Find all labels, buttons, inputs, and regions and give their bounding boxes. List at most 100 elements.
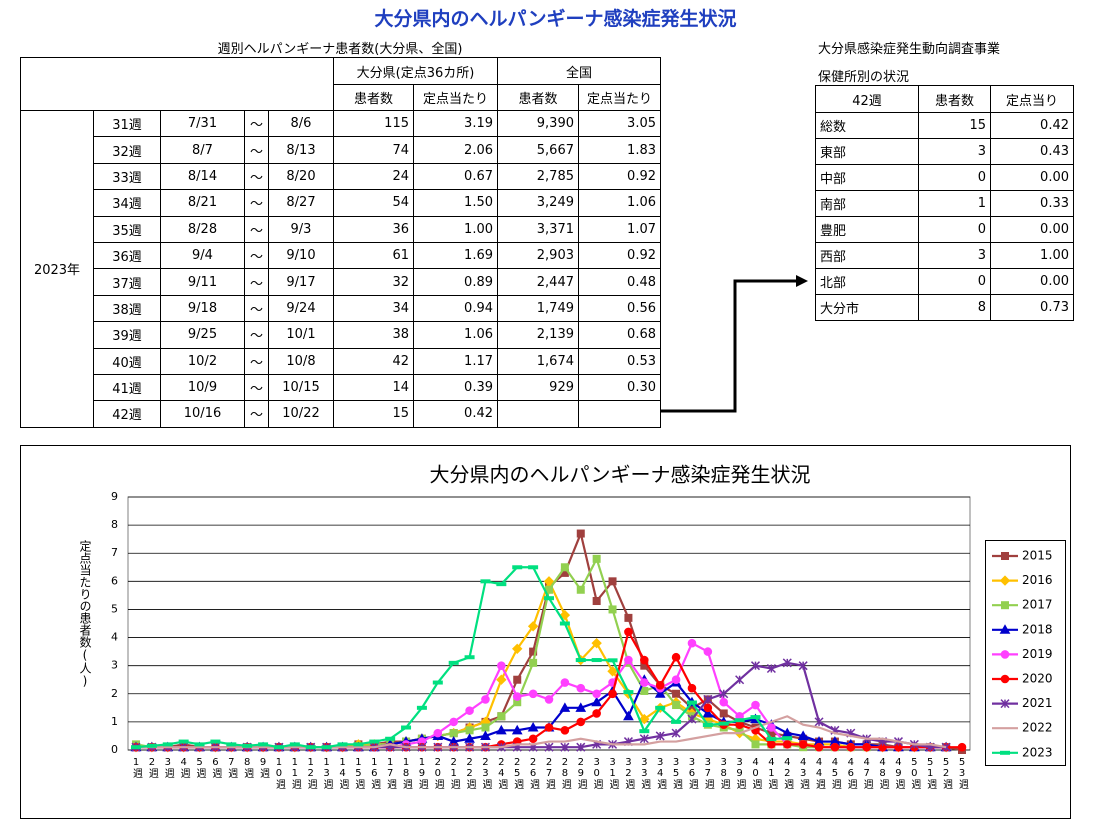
data-point bbox=[560, 563, 569, 572]
data-point bbox=[719, 689, 729, 699]
data-point bbox=[623, 690, 634, 695]
data-point bbox=[449, 729, 458, 738]
x-tick-label: 53週 bbox=[957, 757, 969, 789]
x-tick-label: 39週 bbox=[734, 757, 746, 789]
data-point bbox=[591, 696, 603, 707]
data-point bbox=[511, 724, 523, 735]
data-point bbox=[702, 722, 713, 727]
data-point bbox=[591, 658, 602, 663]
data-point bbox=[480, 579, 491, 584]
data-row: 39週 9/25 ～ 10/1 38 1.06 2,139 0.68 bbox=[21, 321, 661, 349]
data-row: 西部 3 1.00 bbox=[815, 242, 1074, 269]
legend-label: 2023 bbox=[1022, 745, 1053, 759]
data-point bbox=[639, 713, 650, 725]
data-point bbox=[481, 723, 490, 732]
x-tick-label: 6週 bbox=[210, 757, 222, 778]
legend-marker bbox=[1000, 750, 1010, 755]
data-point bbox=[576, 683, 586, 693]
header-row: 患者数 定点当たり 患者数 定点当たり bbox=[21, 84, 661, 111]
cell: 36 bbox=[333, 215, 414, 243]
cell: 0.00 bbox=[990, 216, 1074, 243]
data-point bbox=[703, 694, 713, 704]
data-point bbox=[640, 655, 649, 665]
data-point bbox=[289, 742, 300, 747]
data-point bbox=[512, 643, 523, 655]
cell: 0.56 bbox=[578, 294, 661, 323]
cell: 1.07 bbox=[578, 215, 661, 243]
chart-frame bbox=[20, 445, 1071, 819]
x-tick-label: 23週 bbox=[480, 757, 492, 789]
cell: 39週 bbox=[93, 321, 161, 349]
cell: 9/11 bbox=[160, 268, 245, 296]
y-tick-label: 4 bbox=[111, 631, 118, 644]
cell: 0.53 bbox=[578, 347, 661, 375]
legend-label: 2020 bbox=[1022, 672, 1053, 686]
data-point bbox=[751, 700, 760, 710]
cell: 3,371 bbox=[497, 215, 579, 243]
data-point bbox=[703, 703, 713, 713]
data-point bbox=[273, 745, 284, 750]
cell: 14 bbox=[333, 373, 414, 402]
data-point bbox=[767, 740, 776, 749]
data-point bbox=[401, 725, 412, 730]
district-caption: 大分県感染症発生動向調査事業 bbox=[818, 42, 1001, 57]
data-point bbox=[528, 565, 539, 570]
data-row: 37週 9/11 ～ 9/17 32 0.89 2,447 0.48 bbox=[21, 268, 661, 296]
x-tick-label: 28週 bbox=[559, 757, 571, 789]
data-point bbox=[608, 689, 617, 699]
cell: 8/28 bbox=[160, 215, 245, 243]
cell: 1.06 bbox=[578, 189, 661, 217]
x-tick-label: 44週 bbox=[814, 757, 826, 789]
data-point bbox=[703, 647, 713, 656]
data-point bbox=[671, 652, 681, 662]
x-tick-label: 8週 bbox=[242, 757, 254, 778]
cell: ～ bbox=[244, 189, 269, 217]
data-point bbox=[592, 554, 601, 563]
y-tick-label: 7 bbox=[111, 546, 118, 559]
cell: ～ bbox=[244, 400, 269, 428]
data-point bbox=[497, 712, 506, 721]
data-point bbox=[544, 723, 554, 732]
legend-label: 2022 bbox=[1022, 721, 1053, 735]
data-point bbox=[862, 742, 871, 752]
cell: 9/10 bbox=[268, 241, 334, 270]
cell: 34 bbox=[333, 294, 414, 323]
data-point bbox=[814, 742, 824, 752]
cell: 10/22 bbox=[268, 400, 334, 428]
x-tick-label: 31週 bbox=[607, 757, 619, 789]
data-point bbox=[766, 737, 777, 742]
data-point bbox=[767, 723, 776, 732]
x-tick-label: 11週 bbox=[289, 757, 301, 789]
cell: 南部 bbox=[815, 190, 919, 217]
data-point bbox=[687, 714, 697, 724]
header-group: 全国 bbox=[497, 57, 661, 85]
x-tick-label: 2週 bbox=[146, 757, 158, 778]
cell: ～ bbox=[244, 215, 269, 243]
data-point bbox=[560, 678, 570, 687]
data-row: 38週 9/18 ～ 9/24 34 0.94 1,749 0.56 bbox=[21, 294, 661, 323]
data-point bbox=[576, 585, 585, 594]
data-point bbox=[718, 721, 729, 726]
data-row: 総数 15 0.42 bbox=[815, 112, 1074, 139]
data-point bbox=[162, 742, 173, 747]
data-point bbox=[640, 686, 649, 695]
cell: 2,903 bbox=[497, 241, 579, 270]
data-point bbox=[957, 742, 967, 752]
data-point bbox=[672, 701, 681, 710]
data-point bbox=[607, 666, 618, 677]
cell: 0.30 bbox=[578, 373, 661, 402]
data-point bbox=[528, 734, 538, 744]
header-row: 42週 患者数 定点当り bbox=[815, 85, 1074, 113]
cell: 3 bbox=[918, 242, 991, 269]
data-point bbox=[495, 724, 507, 735]
data-point bbox=[512, 565, 523, 570]
x-tick-label: 34週 bbox=[655, 757, 667, 789]
data-point bbox=[671, 675, 681, 685]
y-axis-label: 定点当たりの患者数(人) bbox=[78, 539, 92, 688]
data-point bbox=[654, 688, 666, 698]
data-point bbox=[782, 736, 793, 741]
header-row: 大分県(定点36カ所) 全国 bbox=[20, 57, 661, 111]
cell: 929 bbox=[497, 373, 579, 402]
data-point bbox=[497, 661, 506, 670]
